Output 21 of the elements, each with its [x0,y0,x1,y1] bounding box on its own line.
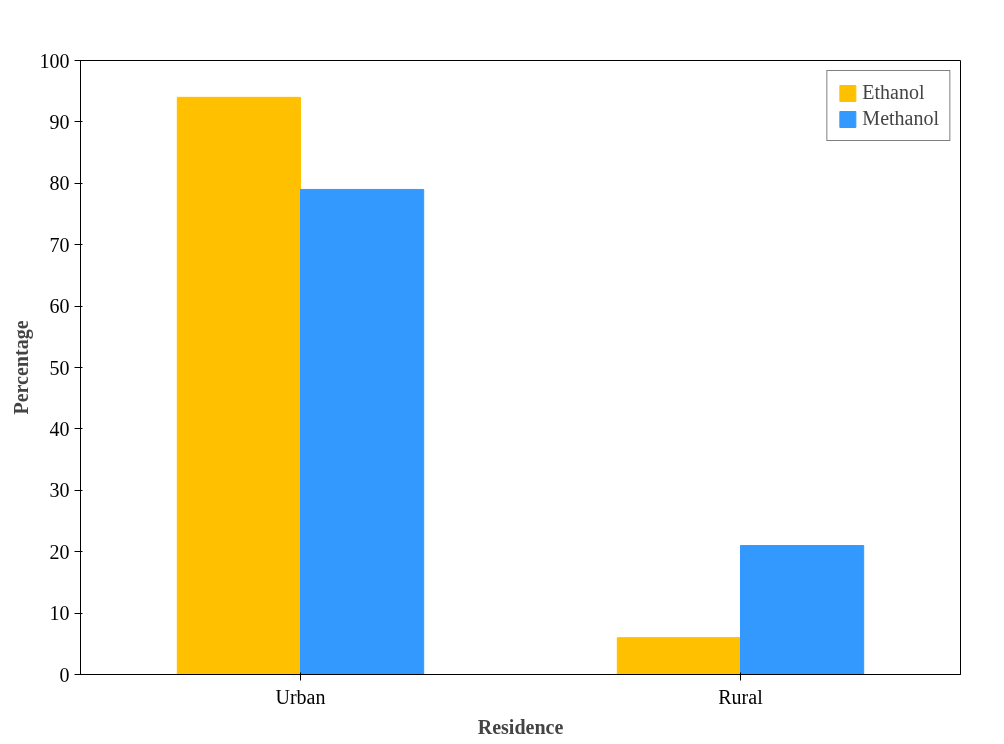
y-tick-label: 70 [49,233,70,256]
legend-label: Methanol [862,107,939,130]
x-tick-label: Urban [275,685,326,708]
y-tick-label: 100 [39,49,70,72]
y-tick-label: 90 [49,110,70,133]
legend-label: Ethanol [862,81,925,104]
x-axis-title: Residence [477,715,564,738]
x-tick-label: Rural [718,685,764,708]
bar [740,545,865,675]
y-tick-label: 30 [49,479,70,502]
y-tick-label: 0 [59,663,70,686]
y-tick-label: 80 [49,172,70,195]
bar [616,637,741,675]
bar [300,188,425,675]
y-axis-title: Percentage [9,320,33,415]
y-tick-label: 40 [49,417,70,440]
y-tick-label: 60 [49,295,70,318]
y-tick-label: 20 [49,540,70,563]
y-tick-label: 10 [49,602,70,625]
bar [176,96,301,675]
y-tick-label: 50 [49,356,70,379]
